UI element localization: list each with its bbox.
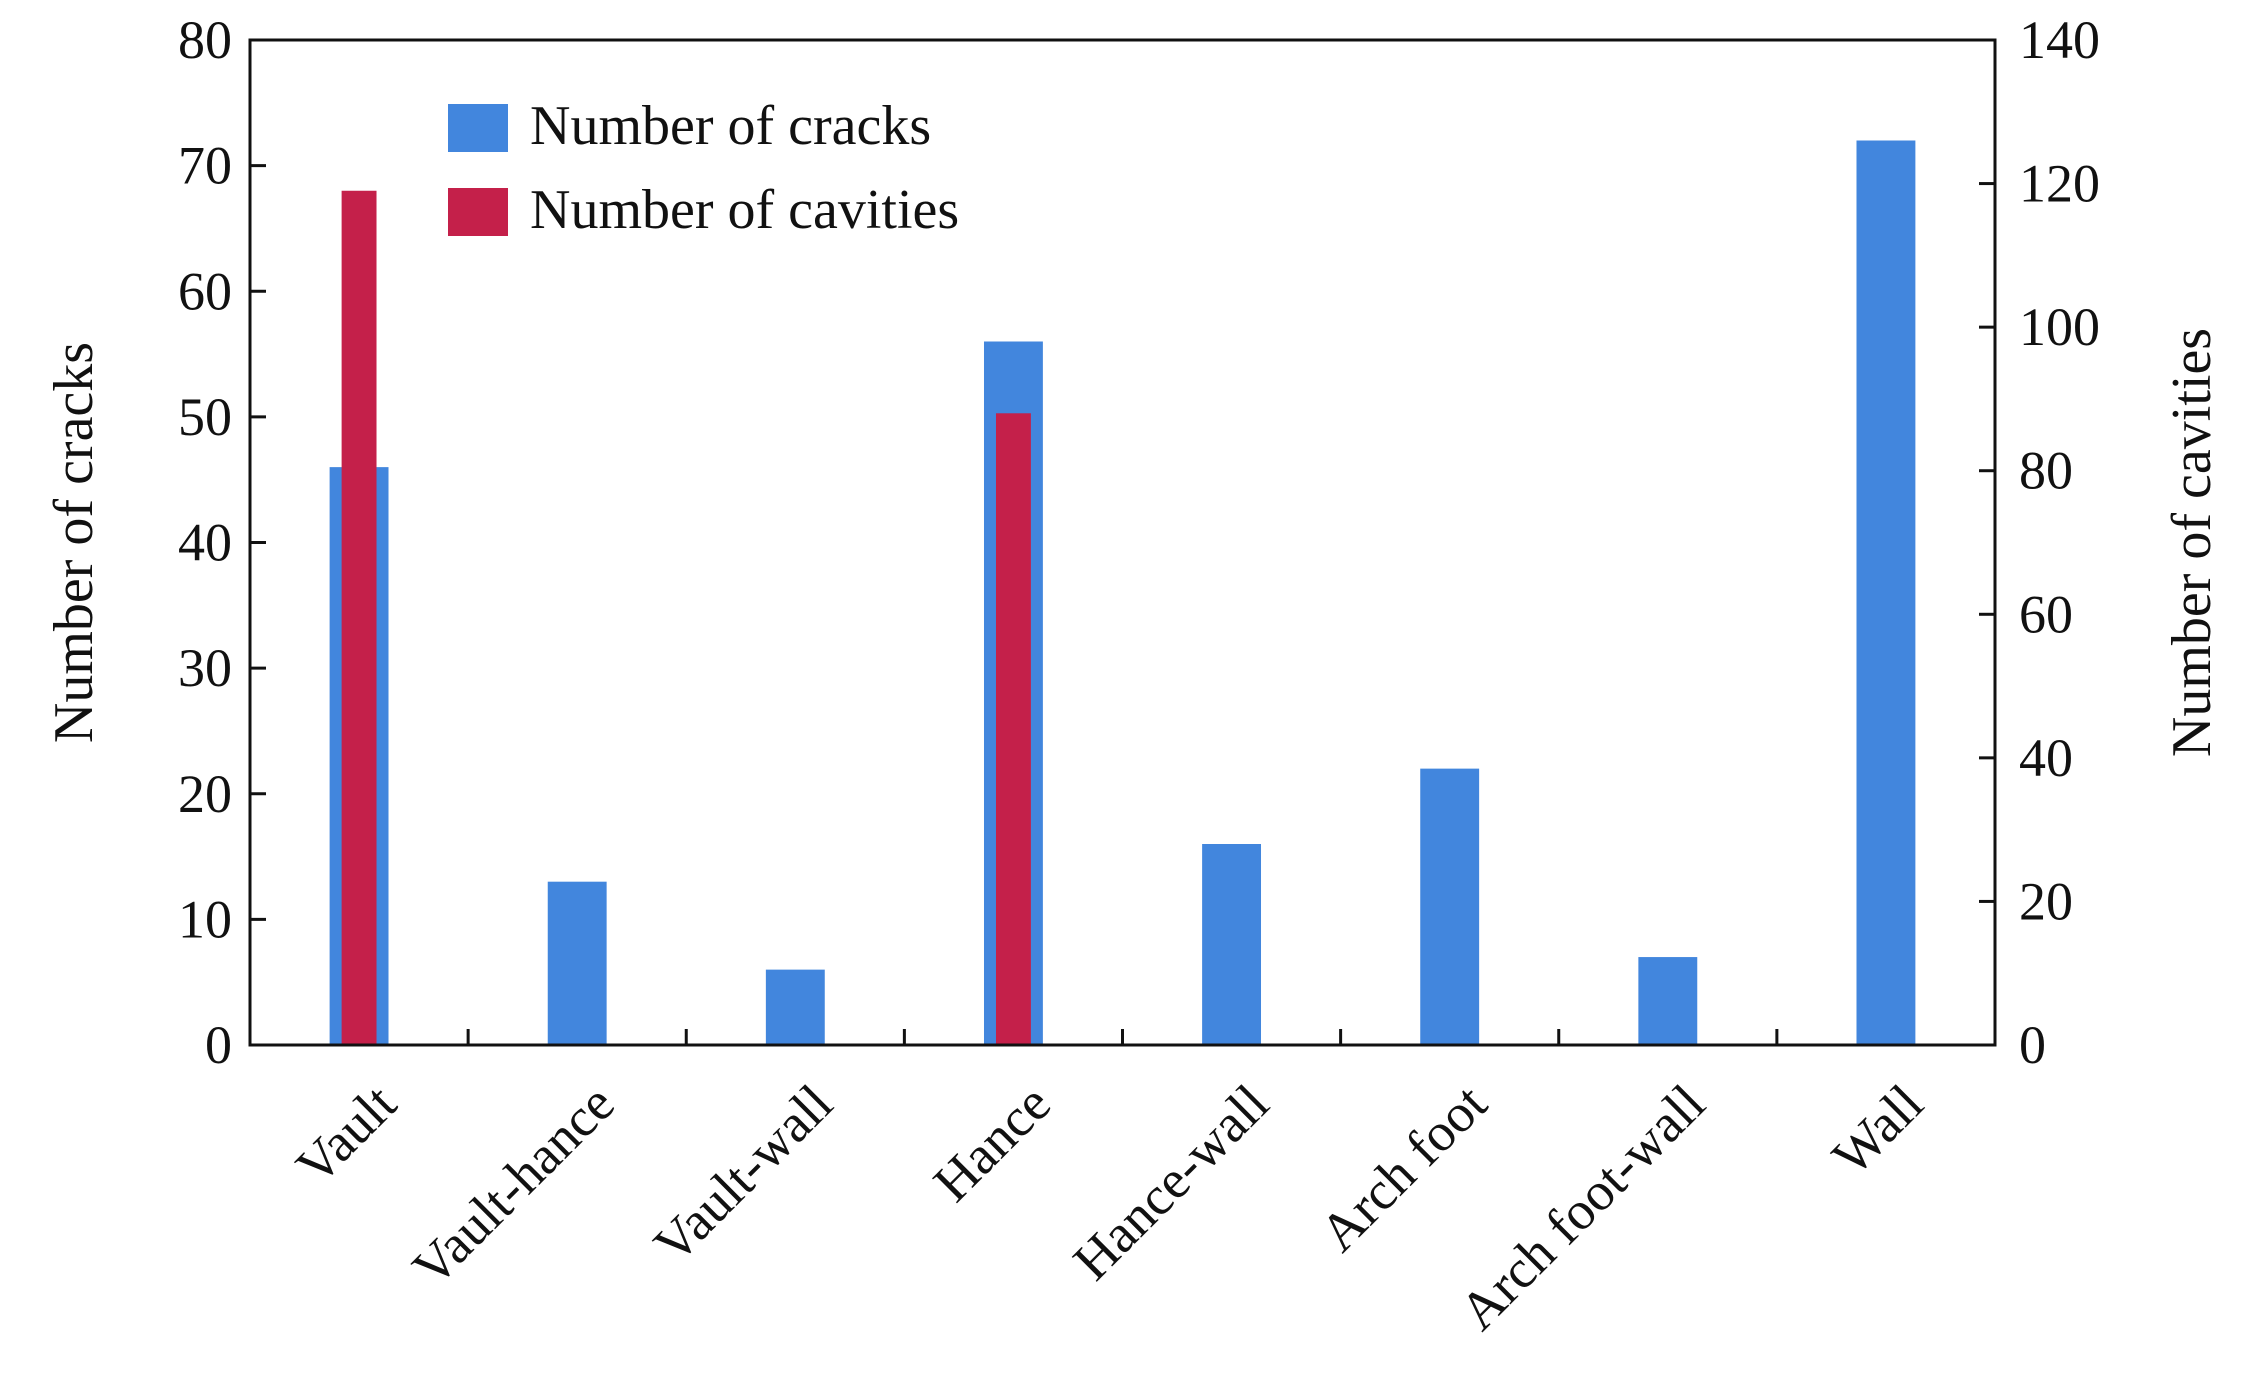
category-label: Wall [1821,1073,1935,1187]
right-tick-label: 0 [2019,1015,2046,1075]
legend-label: Number of cavities [530,179,959,241]
legend-label: Number of cracks [530,95,931,157]
right-tick-label: 20 [2019,871,2073,931]
left-tick-label: 20 [178,764,232,824]
category-label: Arch foot [1308,1073,1498,1263]
right-tick-label: 80 [2019,441,2073,501]
category-label: Vault-hance [401,1073,626,1298]
left-tick-label: 0 [205,1015,232,1075]
crack-bar [1202,844,1262,1045]
axes-layer [248,38,1997,1047]
crack-bar [765,969,825,1045]
legend: Number of cracks Number of cavities [448,95,959,241]
bars-layer [329,140,1916,1045]
legend-swatch [448,188,508,236]
crack-bar [1856,140,1916,1045]
right-tick-label: 60 [2019,584,2073,644]
left-axis-title: Number of cracks [43,342,105,743]
right-tick-label: 100 [2019,297,2100,357]
crack-bar [1420,768,1480,1045]
left-tick-label: 50 [178,387,232,447]
right-tick-label: 120 [2019,154,2100,214]
plot-frame [248,38,1997,1047]
left-tick-label: 80 [178,10,232,70]
category-label: Vault [285,1073,408,1196]
left-tick-label: 40 [178,513,232,573]
cavity-bar [341,190,377,1045]
left-tick-label: 60 [178,261,232,321]
category-label: Hance-wall [1062,1073,1280,1291]
legend-swatch [448,104,508,152]
cavity-bar [995,413,1031,1045]
left-tick-label: 10 [178,889,232,949]
crack-bar [547,881,607,1045]
left-tick-label: 70 [178,136,232,196]
category-label: Hance [922,1073,1062,1213]
right-tick-label: 40 [2019,728,2073,788]
left-tick-label: 30 [178,638,232,698]
right-axis-title: Number of cavities [2161,328,2223,757]
right-tick-label: 140 [2019,10,2100,70]
crack-bar [1638,957,1698,1045]
category-label: Vault-wall [642,1073,843,1274]
